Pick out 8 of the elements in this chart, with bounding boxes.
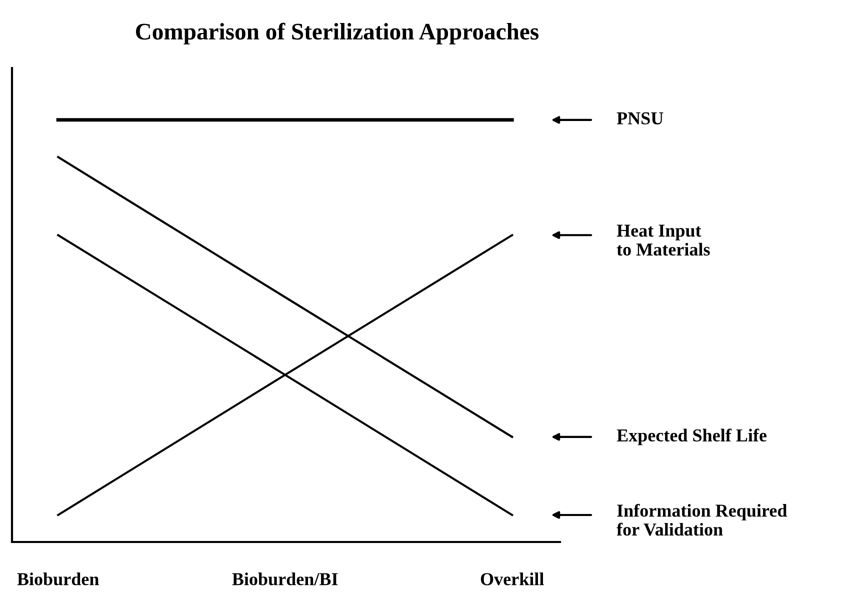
legend-label: Information Required for Validation bbox=[616, 504, 788, 536]
chart-title: Comparison of Sterilization Approaches bbox=[136, 22, 539, 44]
legend-label: Expected Shelf Life bbox=[616, 428, 767, 446]
legend-label: PNSU bbox=[616, 112, 664, 124]
x-tick-label: Bioburden bbox=[17, 572, 99, 586]
x-tick-label: Bioburden/BI bbox=[232, 572, 338, 586]
legend-label: Heat Input to Materials bbox=[616, 224, 710, 256]
x-tick-label: Overkill bbox=[480, 572, 544, 586]
